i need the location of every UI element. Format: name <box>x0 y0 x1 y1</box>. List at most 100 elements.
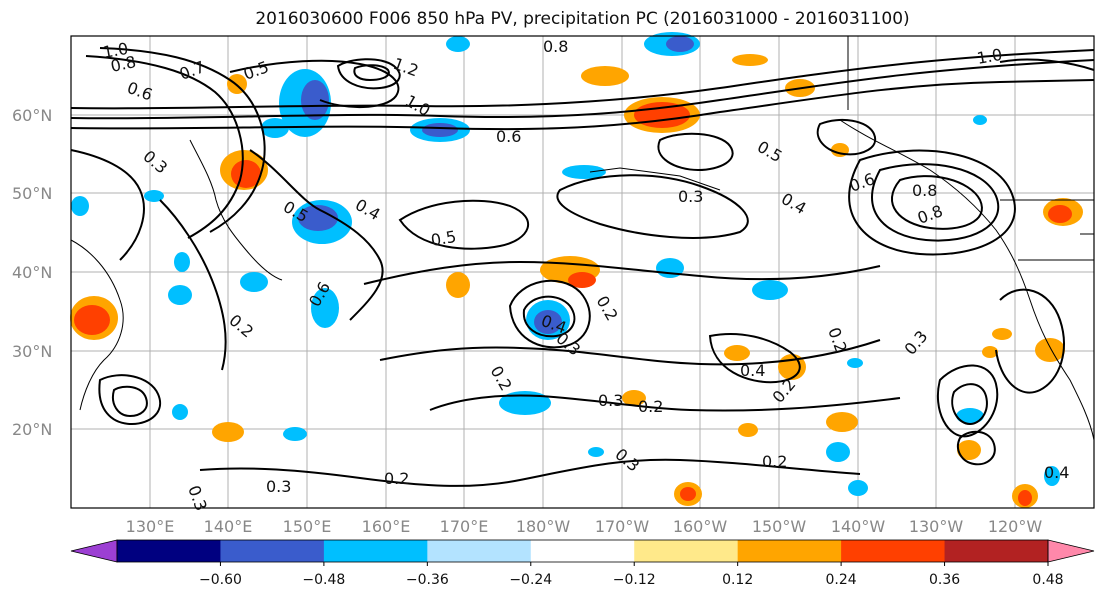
precip-patch <box>622 390 646 406</box>
colorbar-tick-label: −0.60 <box>199 572 242 588</box>
lat-tick-label: 50°N <box>12 184 52 203</box>
lon-tick-label: 140°E <box>204 517 253 536</box>
precip-patch <box>1035 338 1065 362</box>
colorbar-tick-label: −0.24 <box>509 572 552 588</box>
colorbar-bin <box>117 540 221 562</box>
precip-patch <box>422 123 458 137</box>
contour-label: 0.4 <box>1044 463 1069 482</box>
precip-patch <box>724 345 750 361</box>
lon-tick-label: 150°E <box>283 517 332 536</box>
colorbar-extend-max <box>1047 539 1095 563</box>
contour-label: 0.3 <box>266 477 291 496</box>
colorbar-tick-label: −0.36 <box>406 572 449 588</box>
contour-label: 0.8 <box>109 52 138 76</box>
precip-patch <box>301 80 329 120</box>
precip-patch <box>311 288 339 328</box>
lat-tick-label: 40°N <box>12 263 52 282</box>
colorbar: −0.60 −0.48 −0.36 −0.24 −0.12 0.12 0.24 0.36 0.4… <box>70 539 1095 588</box>
precip-patch <box>240 272 268 292</box>
colorbar-bin <box>634 540 739 562</box>
colorbar-tick-label: −0.12 <box>613 572 656 588</box>
contour-label: 0.3 <box>678 187 703 206</box>
precip-patch <box>499 391 551 415</box>
contour-label: 0.8 <box>912 181 937 200</box>
precip-patch <box>752 280 788 300</box>
colorbar-tick-label: 0.24 <box>826 572 857 588</box>
lon-tick-label: 130°E <box>126 517 175 536</box>
lon-tick-label: 140°W <box>831 517 886 536</box>
precip-patch <box>562 165 606 179</box>
colorbar-bin <box>220 540 325 562</box>
precip-patch <box>738 423 758 437</box>
colorbar-bin <box>530 540 635 562</box>
map-frame <box>70 35 1095 509</box>
contour-label: 0.4 <box>740 361 765 380</box>
precip-patch <box>826 442 850 462</box>
precip-patch <box>172 404 188 420</box>
precip-patch <box>680 487 696 501</box>
precip-patch <box>973 115 987 125</box>
precip-patch <box>212 422 244 442</box>
colorbar-bin <box>841 540 946 562</box>
precip-patch <box>168 285 192 305</box>
colorbar-tick-label: 0.36 <box>929 572 960 588</box>
precip-patch <box>581 66 629 86</box>
precip-patch <box>1048 205 1072 223</box>
colorbar-tick-label: 0.12 <box>722 572 753 588</box>
contour-label: 1.0 <box>101 39 129 62</box>
lat-tick-label: 60°N <box>12 106 52 125</box>
colorbar-bin <box>323 540 428 562</box>
lon-tick-label: 170°W <box>595 517 650 536</box>
precip-patch <box>534 310 562 334</box>
precip-patch <box>826 412 858 432</box>
lon-tick-label: 180°W <box>516 517 571 536</box>
colorbar-bin <box>427 540 532 562</box>
contour-label: 0.2 <box>762 452 787 471</box>
colorbar-extend-min <box>70 539 118 563</box>
precip-patch <box>144 190 164 202</box>
contour-label: 0.8 <box>543 37 568 56</box>
contour-label: 0.2 <box>638 397 663 416</box>
precip-patch <box>956 408 984 424</box>
precip-patch <box>1044 466 1060 486</box>
precip-patch <box>848 480 868 496</box>
colorbar-bin <box>944 540 1049 562</box>
lon-tick-label: 160°W <box>673 517 728 536</box>
lon-tick-label: 120°W <box>988 517 1043 536</box>
contour-label: 0.6 <box>496 127 521 146</box>
lon-tick-label: 170°E <box>440 517 489 536</box>
coastlines <box>70 36 1095 441</box>
precip-patch <box>666 36 694 52</box>
lon-tick-label: 150°W <box>752 517 807 536</box>
colorbar-tick-label: 0.48 <box>1032 572 1063 588</box>
precip-patch <box>957 440 981 460</box>
colorbar-bin <box>737 540 842 562</box>
precip-patch <box>174 252 190 272</box>
precip-patch <box>231 160 261 188</box>
colorbar-frame <box>116 539 1049 563</box>
precip-patch <box>283 427 307 441</box>
lon-tick-label: 130°W <box>909 517 964 536</box>
precip-patch <box>1018 490 1032 506</box>
precip-patch <box>847 358 863 368</box>
precip-patch <box>446 272 470 298</box>
contour-label: 0.2 <box>384 469 409 488</box>
lat-tick-labels: 60°N 50°N 40°N 30°N 20°N <box>12 106 52 439</box>
precip-patch <box>446 36 470 52</box>
precip-patch <box>732 54 768 66</box>
precip-patch <box>74 305 110 335</box>
contour-label: 0.5 <box>429 227 457 250</box>
contour-label: 0.3 <box>598 391 623 410</box>
lat-tick-label: 20°N <box>12 420 52 439</box>
lat-tick-label: 30°N <box>12 342 52 361</box>
map-title: 2016030600 F006 850 hPa PV, precipitatio… <box>255 9 910 29</box>
precip-patch <box>298 205 338 231</box>
precip-patch <box>982 346 998 358</box>
lon-tick-labels: 130°E 140°E 150°E 160°E 170°E 180°W 170°W 160°W… <box>126 517 1043 536</box>
pv-contours <box>70 47 1095 487</box>
colorbar-tick-label: −0.48 <box>302 572 345 588</box>
map-panel: 1.0 0.8 0.7 0.5 0.6 0.3 1.2 1.0 0.6 0.8 … <box>70 32 1095 513</box>
precip-patch <box>992 328 1012 340</box>
contour-label: 1.0 <box>975 45 1003 68</box>
